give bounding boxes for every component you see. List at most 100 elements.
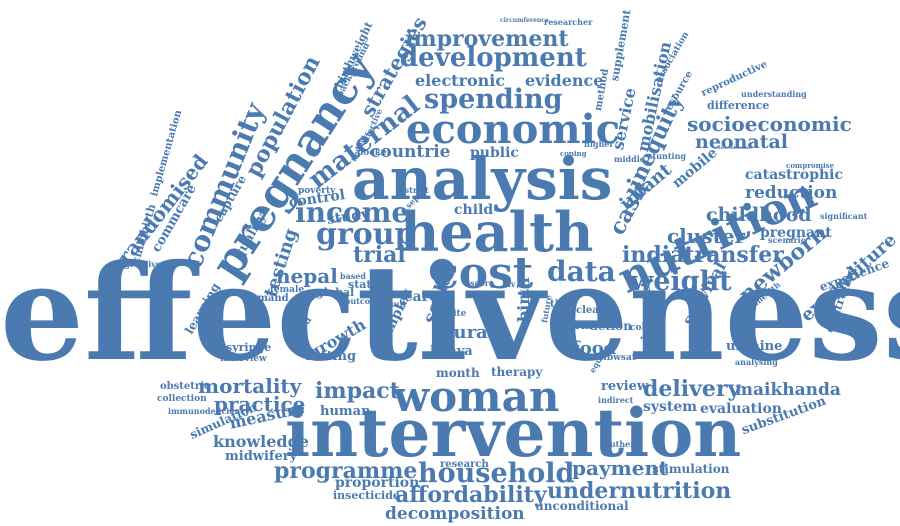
word: insecticide (333, 489, 400, 502)
word: socioeconomic (687, 112, 852, 136)
word: nepal (276, 264, 338, 288)
word: action (590, 319, 632, 333)
word: health (400, 200, 594, 264)
word: poverty (298, 186, 336, 196)
word: harm (560, 319, 593, 332)
word: significant (820, 211, 868, 221)
word: interview (220, 354, 267, 364)
word: undernutrition (547, 478, 732, 504)
word: analysis (352, 145, 613, 213)
word: difference (707, 99, 770, 112)
word: coping (560, 149, 587, 158)
word: electronic (415, 71, 506, 90)
word: childhood (706, 204, 812, 226)
word: spending (424, 84, 563, 115)
word: site (448, 309, 467, 319)
word: compromise (786, 161, 835, 170)
word: system (643, 399, 698, 415)
word: researcher (544, 17, 593, 27)
word: obstetric (160, 381, 211, 392)
word: scenario (768, 235, 807, 245)
word: effectiveness (0, 236, 900, 391)
word: female (270, 285, 305, 295)
word: review (601, 379, 649, 394)
word: maikhanda (735, 380, 841, 400)
word: stimulation (652, 462, 730, 476)
word: delivery (643, 376, 741, 402)
word: reduction (745, 183, 838, 203)
word: economic (406, 106, 621, 153)
word: income (295, 196, 410, 229)
word: practice (214, 392, 306, 416)
word: countrie (370, 142, 451, 162)
word: child (454, 202, 494, 218)
word: decomposition (385, 504, 525, 524)
word: programme (274, 458, 418, 484)
word: clean (576, 305, 606, 316)
word: pregnant (760, 225, 832, 241)
word: evidence (525, 71, 604, 90)
word: therapy (491, 365, 543, 379)
word: ukraine (726, 339, 783, 354)
word: score (470, 278, 495, 288)
word: immunodeficiency (168, 406, 250, 416)
word: stunting (648, 151, 686, 161)
word: supplement (608, 8, 634, 83)
word: midwifery (225, 449, 298, 464)
word: conventional (714, 145, 751, 151)
word: circumference (500, 17, 549, 24)
word: status (348, 278, 386, 291)
word: unconditional (535, 499, 629, 513)
word: public (470, 145, 519, 161)
word: setting (305, 349, 357, 364)
word: neonatal (695, 131, 789, 153)
word: asia (478, 306, 499, 316)
word: regressive (115, 259, 161, 269)
word: collection (157, 394, 207, 404)
word: data (547, 255, 616, 288)
word: based (340, 271, 366, 281)
word: care (404, 289, 438, 305)
word: improvement (405, 26, 569, 52)
word: demand (244, 293, 289, 304)
word: analysing (735, 357, 778, 367)
word: result (380, 299, 407, 309)
word: district (396, 185, 429, 195)
word: outcome (345, 296, 384, 306)
word: hiv (502, 279, 516, 289)
word: rural (444, 322, 495, 343)
word: affordability (395, 482, 547, 508)
word: proportion (335, 475, 420, 491)
word: higher (584, 139, 614, 149)
word: month (436, 366, 480, 380)
word: group (316, 217, 416, 252)
word: cost (432, 248, 534, 299)
word: birth (514, 277, 533, 322)
word: weight (630, 266, 732, 297)
word: collect (630, 323, 664, 333)
word: time (550, 299, 576, 310)
word: cluster (667, 224, 746, 248)
word: knowledge (213, 432, 309, 451)
word: intervention (285, 394, 742, 472)
word: understanding (741, 89, 807, 99)
word: pocket (357, 148, 391, 158)
word: household (418, 458, 575, 489)
word: human (320, 404, 371, 419)
word: development (400, 43, 587, 73)
word: evaluation (700, 401, 782, 417)
word: global (316, 286, 355, 299)
word: woman (393, 372, 560, 421)
word: libwsat (600, 353, 636, 363)
word: middle (614, 154, 645, 164)
word: kenya (430, 344, 473, 359)
word: trial (353, 242, 406, 268)
word: mortality (198, 374, 302, 398)
word: indirect (598, 395, 634, 405)
word: food (572, 338, 617, 359)
word: catastrophic (745, 167, 844, 183)
word: research (440, 459, 489, 470)
word: indiatransfer (622, 242, 784, 268)
word: impact (315, 378, 400, 404)
